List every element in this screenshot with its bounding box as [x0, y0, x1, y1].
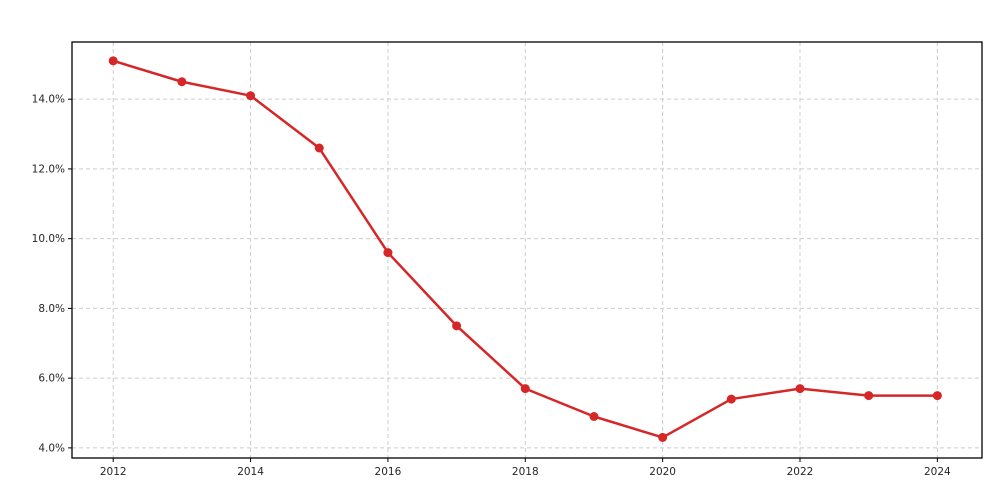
x-tick-label: 2024	[924, 466, 951, 478]
x-tick-label: 2016	[375, 466, 402, 478]
y-tick-label: 6.0%	[38, 373, 65, 385]
data-point-2012	[108, 56, 118, 66]
y-tick-label: 10.0%	[32, 233, 65, 245]
x-tick-label: 2014	[237, 466, 264, 478]
y-tick-label: 12.0%	[32, 163, 65, 175]
y-tick-label: 8.0%	[38, 303, 65, 315]
data-point-2022	[795, 384, 805, 394]
data-point-2013	[177, 77, 187, 87]
data-point-2023	[864, 391, 874, 401]
data-point-2016	[383, 248, 393, 258]
x-tick-label: 2012	[100, 466, 127, 478]
data-point-2019	[589, 412, 599, 422]
data-point-2018	[520, 384, 530, 394]
data-point-2021	[726, 394, 736, 404]
x-tick-label: 2022	[787, 466, 814, 478]
data-point-2020	[658, 432, 668, 442]
data-point-2024	[932, 391, 942, 401]
y-tick-label: 14.0%	[32, 94, 65, 106]
data-point-2015	[314, 143, 324, 153]
x-tick-label: 2020	[649, 466, 676, 478]
data-point-2014	[246, 91, 256, 101]
y-tick-label: 4.0%	[38, 442, 65, 454]
plot-frame	[71, 41, 983, 459]
data-point-2017	[452, 321, 462, 331]
x-tick-label: 2018	[512, 466, 539, 478]
